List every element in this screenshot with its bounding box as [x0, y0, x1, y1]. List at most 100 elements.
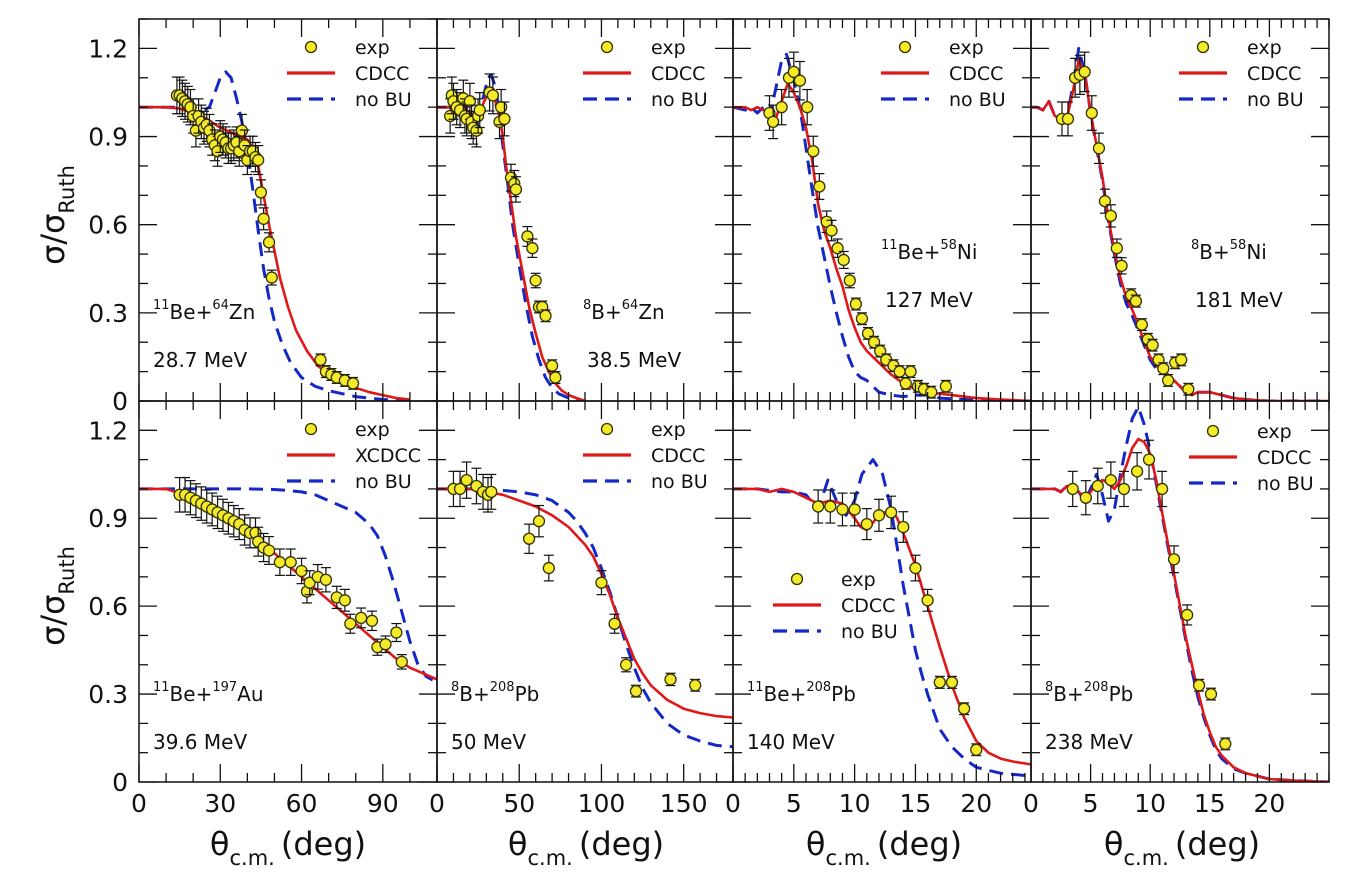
y-axis-title-sub: Ruth: [55, 546, 79, 595]
x-tick-label: 100: [578, 789, 626, 818]
exp-marker: [1161, 374, 1175, 387]
projectile-mass: 8: [1191, 238, 1199, 253]
exp-marker: [837, 253, 850, 267]
exp-marker: [893, 365, 906, 378]
legend-exp-label: exp: [651, 37, 686, 59]
exp-marker: [1085, 106, 1098, 120]
reaction-label: 11Be+64Zn: [153, 298, 255, 324]
x-tick-label: 30: [204, 789, 236, 818]
panels-layer: [139, 46, 1329, 782]
x-axis-title-sub: c.m.: [825, 846, 870, 870]
exp-point: [354, 607, 368, 629]
exp-marker: [1167, 553, 1181, 566]
energy-label: 28.7 MeV: [153, 348, 247, 372]
panel-be11-ni58: [733, 51, 1031, 401]
panel-b8-pb208-50: [437, 461, 733, 749]
x-axis-title-sub: c.m.: [229, 846, 274, 870]
exp-marker: [813, 180, 826, 193]
exp-point: [867, 335, 881, 349]
exp-point: [1175, 353, 1188, 367]
energy-label: 127 MeV: [885, 288, 973, 312]
energy-label: 238 MeV: [1045, 730, 1133, 754]
x-tick-label: 5: [786, 789, 802, 818]
panel-b8-zn64: [437, 73, 586, 401]
legend-exp-marker: [898, 40, 912, 54]
exp-point: [1098, 188, 1112, 214]
projectile-symbol: B+: [1053, 682, 1083, 706]
exp-marker: [824, 500, 837, 513]
exp-point: [539, 309, 552, 323]
legend: exp CDCC no BU: [1179, 37, 1304, 111]
target-mass: 58: [1230, 238, 1247, 253]
exp-point: [542, 554, 555, 582]
exp-point: [811, 489, 825, 524]
exp-marker: [1110, 242, 1123, 255]
exp-marker: [498, 112, 511, 126]
exp-marker: [463, 95, 477, 108]
exp-marker: [1115, 259, 1128, 272]
nobu-curve: [437, 487, 733, 749]
exp-point: [390, 622, 403, 643]
projectile-symbol: B+: [459, 682, 489, 706]
panel-be11-zn64: [139, 70, 411, 401]
panel-b8-ni58: [1031, 46, 1329, 401]
exp-point: [1078, 51, 1091, 93]
exp-point: [453, 470, 467, 508]
exp-marker: [1061, 112, 1075, 126]
exp-point: [1219, 737, 1232, 751]
x-axis-title-theta: θ: [210, 825, 230, 863]
exp-marker: [1155, 482, 1169, 496]
exp-point: [608, 613, 621, 634]
exp-point: [825, 219, 838, 242]
exp-marker: [793, 74, 807, 87]
legend-cdcc-label: CDCC: [651, 445, 705, 467]
exp-marker: [1135, 318, 1149, 331]
exp-point: [485, 473, 498, 510]
panel-frame: [732, 400, 1032, 783]
exp-point: [549, 371, 562, 384]
exp-point: [262, 232, 276, 253]
x-tick-label: 90: [367, 789, 399, 818]
exp-point: [893, 365, 906, 379]
exp-marker: [899, 377, 912, 390]
energy-label: 140 MeV: [747, 730, 835, 754]
exp-marker: [522, 532, 536, 545]
legend-cdcc-label: CDCC: [651, 63, 705, 85]
y-tick-label: 0.6: [88, 211, 128, 240]
reaction-label: 8B+208Pb: [451, 680, 539, 706]
cdcc-curve: [139, 487, 437, 681]
exp-point: [1104, 461, 1118, 499]
target-symbol: Ni: [1246, 240, 1267, 264]
reaction-label: 8B+208Pb: [1045, 680, 1133, 706]
exp-marker: [1098, 195, 1112, 208]
legend-nobu-label: no BU: [841, 621, 898, 643]
x-axis-title-col1: θc.m. (deg): [210, 825, 366, 870]
legend-exp-marker: [1206, 424, 1220, 438]
exp-point: [460, 461, 473, 499]
exp-marker: [1091, 479, 1104, 493]
energy-label: 38.5 MeV: [587, 348, 681, 372]
exp-marker: [486, 89, 500, 102]
exp-point: [939, 379, 953, 393]
exp-point: [1135, 318, 1149, 332]
reaction-annotation: 8B+208Pb 50 MeV: [451, 680, 539, 754]
x-axis-title-sub: c.m.: [1123, 846, 1168, 870]
target-symbol: Pb: [831, 682, 856, 706]
x-tick-label: 5: [1083, 789, 1099, 818]
exp-marker: [365, 614, 379, 627]
cdcc-curve: [437, 88, 586, 401]
exp-marker: [1204, 687, 1218, 701]
legend-exp-marker: [600, 422, 614, 436]
exp-marker: [872, 509, 886, 522]
exp-marker: [1104, 209, 1118, 223]
exp-point: [925, 385, 938, 399]
target-mass: 208: [806, 680, 831, 695]
exp-point: [319, 567, 333, 593]
target-mass: 64: [212, 298, 229, 313]
legend: exp CDCC no BU: [1189, 421, 1314, 495]
legend-exp-marker: [304, 422, 318, 436]
exp-point: [957, 702, 971, 716]
exp-marker: [836, 503, 849, 516]
reaction-label: 11Be+197Au: [153, 680, 264, 706]
exp-point: [470, 467, 483, 505]
